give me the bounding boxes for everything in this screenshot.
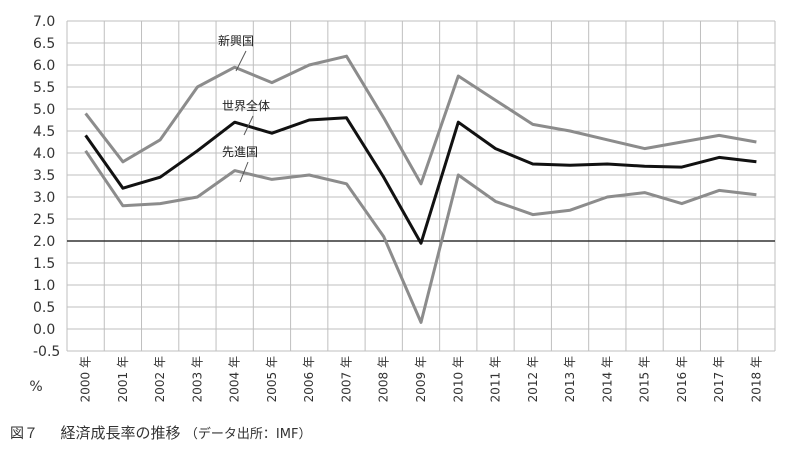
x-tick-label: 2018 年 xyxy=(749,356,763,402)
y-tick-label: 4.0 xyxy=(33,146,55,162)
y-tick-label: 3.0 xyxy=(33,190,55,206)
y-tick-label: 6.5 xyxy=(33,36,55,52)
y-tick-label: 0.0 xyxy=(33,322,55,338)
series-lines xyxy=(84,54,757,324)
y-tick-label: 2.0 xyxy=(33,234,55,250)
figure-source: （データ出所：IMF） xyxy=(184,427,312,442)
series-label-leader xyxy=(243,115,254,136)
y-axis-unit: % xyxy=(29,379,42,395)
figure-caption: 図７ 経済成長率の推移 （データ出所：IMF） xyxy=(10,422,311,443)
y-tick-label: 2.5 xyxy=(33,212,55,228)
series-label-leader xyxy=(235,50,247,72)
grid xyxy=(66,20,776,352)
x-tick-label: 2002 年 xyxy=(153,356,167,402)
x-tick-label: 2009 年 xyxy=(414,356,428,402)
x-tick-label: 2004 年 xyxy=(228,356,242,402)
x-tick-label: 2005 年 xyxy=(265,356,279,402)
growth-rate-chart: 7.0 6.5 6.0 5.5 5.0 4.5 4.0 3.5 3.0 2.5 2.0 1.5 1.0 0… xyxy=(29,14,776,402)
y-axis-ticks: 7.0 6.5 6.0 5.5 5.0 4.5 4.0 3.5 3.0 2.5 2.0 1.5 1.0 0… xyxy=(33,14,60,360)
x-tick-label: 2012 年 xyxy=(526,356,540,402)
y-tick-label: 1.5 xyxy=(33,256,55,272)
y-tick-label: 1.0 xyxy=(33,278,55,294)
x-tick-label: 2013 年 xyxy=(563,356,577,402)
x-tick-label: 2003 年 xyxy=(190,356,204,402)
y-tick-label: -0.5 xyxy=(33,344,60,360)
y-tick-label: 4.5 xyxy=(33,124,55,140)
x-tick-label: 2007 年 xyxy=(339,356,353,402)
series-line-3 xyxy=(84,149,757,324)
series-label-leader xyxy=(239,161,249,183)
series-label-3: 先進国 xyxy=(222,145,258,159)
figure-title: 経済成長率の推移 xyxy=(60,424,181,442)
series-label-1: 新興国 xyxy=(218,33,254,48)
x-tick-label: 2001 年 xyxy=(116,356,130,402)
x-tick-label: 2000 年 xyxy=(79,356,93,402)
x-axis-ticks: 2000 年 2001 年 2002 年 2003 年 2004 年 2005 年 2006… xyxy=(79,356,764,402)
y-tick-label: 3.5 xyxy=(33,168,55,184)
x-tick-label: 2016 年 xyxy=(675,356,689,402)
y-tick-label: 6.0 xyxy=(33,58,55,74)
x-tick-label: 2017 年 xyxy=(712,356,726,402)
figure-number: 図７ xyxy=(10,426,38,442)
x-tick-label: 2006 年 xyxy=(302,356,316,402)
x-tick-label: 2014 年 xyxy=(600,356,614,402)
y-tick-label: 5.0 xyxy=(33,102,55,118)
x-tick-label: 2010 年 xyxy=(451,356,465,402)
series-label-2: 世界全体 xyxy=(222,98,270,113)
y-tick-label: 0.5 xyxy=(33,300,55,316)
x-tick-label: 2008 年 xyxy=(377,356,391,402)
x-tick-label: 2011 年 xyxy=(489,356,503,402)
x-tick-label: 2015 年 xyxy=(638,356,652,402)
y-tick-label: 5.5 xyxy=(33,80,55,96)
series-line-2 xyxy=(84,116,757,245)
y-tick-label: 7.0 xyxy=(33,14,55,30)
series-line-1 xyxy=(84,54,757,186)
